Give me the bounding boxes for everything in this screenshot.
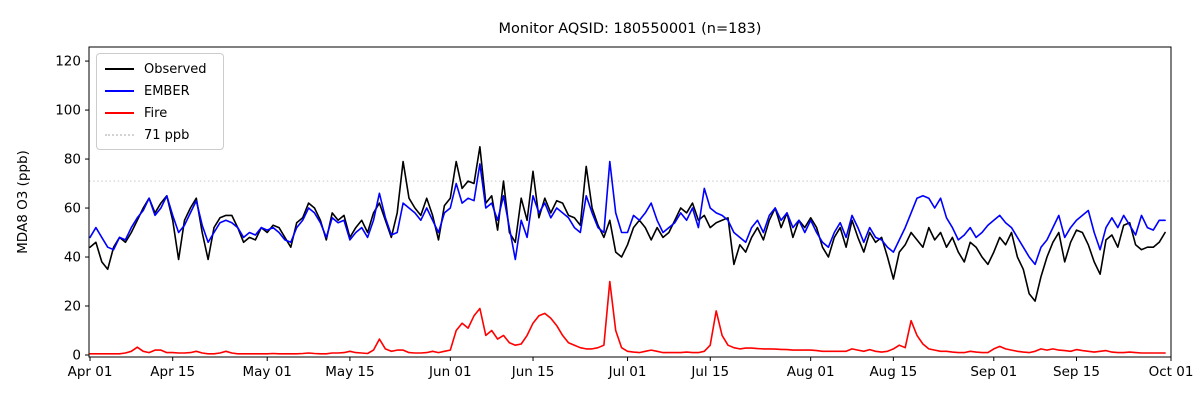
x-tick-label: Oct 01 [1149, 364, 1194, 380]
y-tick-label: 60 [64, 201, 81, 217]
legend-line-sample-threshold [105, 134, 134, 136]
x-tick-label: Sep 15 [1053, 364, 1100, 380]
y-tick-label: 20 [64, 299, 81, 315]
x-tick-label: Apr 01 [68, 364, 113, 380]
x-tick-label: Jul 01 [608, 364, 647, 380]
y-tick-label: 40 [64, 250, 81, 266]
x-tick-label: Aug 01 [787, 364, 835, 380]
legend-item-observed: Observed [105, 61, 213, 77]
legend-item-fire: Fire [105, 105, 213, 121]
y-tick-label: 100 [55, 103, 81, 119]
legend-item-threshold: 71 ppb [105, 127, 213, 143]
chart-title: Monitor AQSID: 180550001 (n=183) [498, 21, 762, 37]
x-tick-label: Jul 15 [690, 364, 729, 380]
y-axis-label: MDA8 O3 (ppb) [15, 150, 31, 254]
legend-label-observed: Observed [144, 61, 207, 77]
x-tick-label: Apr 15 [150, 364, 195, 380]
legend-label-threshold: 71 ppb [144, 127, 190, 143]
plot-border [88, 46, 1172, 358]
series-line-fire [89, 280, 1166, 355]
x-tick-label: Sep 01 [970, 364, 1017, 380]
x-tick-label: Aug 15 [869, 364, 917, 380]
y-tick-label: 0 [72, 348, 81, 364]
series-line-ember [89, 160, 1166, 266]
legend-label-ember: EMBER [144, 83, 190, 99]
legend-line-sample-ember [105, 90, 134, 92]
legend-line-sample-fire [105, 112, 134, 114]
legend: Observed EMBER Fire 71 ppb [96, 53, 224, 150]
y-tick-label: 120 [55, 54, 81, 70]
y-tick-label: 80 [64, 152, 81, 168]
legend-line-sample-observed [105, 68, 134, 70]
x-tick-label: May 15 [325, 364, 374, 380]
legend-item-ember: EMBER [105, 83, 213, 99]
x-tick-label: Jun 01 [428, 364, 472, 380]
legend-label-fire: Fire [144, 105, 168, 121]
x-tick-label: May 01 [243, 364, 292, 380]
x-tick-label: Jun 15 [511, 364, 555, 380]
series-line-observed [89, 146, 1166, 302]
